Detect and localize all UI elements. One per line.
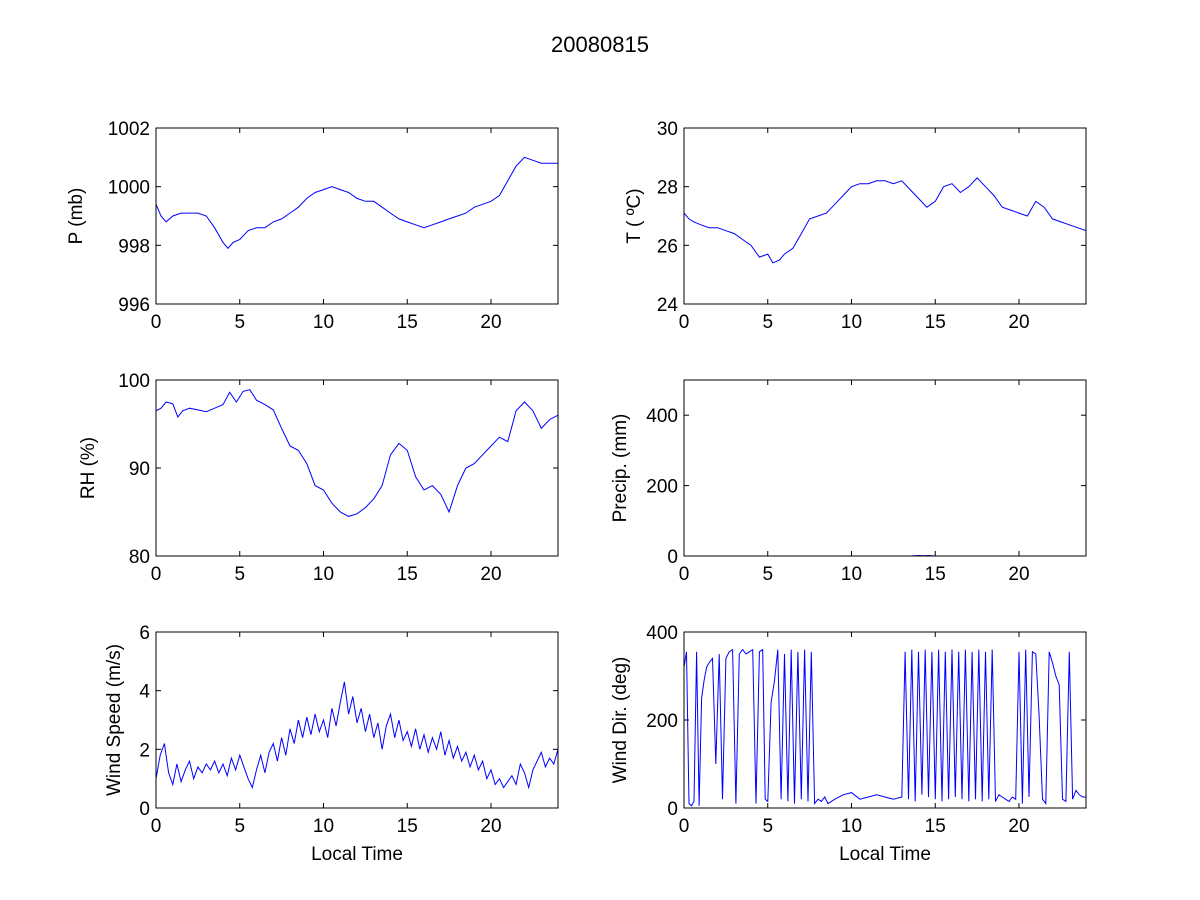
x-tick-label: 0: [151, 564, 162, 585]
x-tick-label: 20: [480, 816, 501, 837]
axes-frame: [155, 631, 559, 809]
y-tick-label: 200: [646, 477, 678, 498]
x-tick-label: 5: [234, 564, 245, 585]
x-tick-label: 5: [762, 816, 773, 837]
axes-frame: [155, 379, 559, 557]
x-tick-label: 10: [313, 816, 334, 837]
x-tick-label: 20: [480, 564, 501, 585]
y-tick-label: 4: [139, 682, 150, 703]
x-tick-label: 5: [762, 312, 773, 333]
axes-frame: [683, 127, 1087, 305]
y-axis-label: Precip. (mm): [610, 414, 631, 523]
axes-frame: [683, 379, 1087, 557]
y-axis-label: Wind Speed (m/s): [104, 644, 125, 796]
y-tick-label: 28: [657, 178, 678, 199]
y-tick-label: 24: [657, 295, 679, 316]
x-tick-label: 15: [397, 564, 418, 585]
x-tick-label: 20: [1008, 564, 1029, 585]
y-tick-label: 996: [118, 295, 150, 316]
x-tick-label: 5: [234, 816, 245, 837]
y-tick-label: 1000: [108, 178, 150, 199]
x-tick-label: 15: [925, 816, 946, 837]
x-tick-label: 0: [151, 816, 162, 837]
y-tick-label: 80: [129, 547, 150, 568]
y-axis-label: P (mb): [66, 188, 87, 245]
x-tick-label: 10: [841, 312, 862, 333]
x-axis-label: Local Time: [839, 844, 931, 865]
x-tick-label: 5: [234, 312, 245, 333]
y-tick-label: 0: [667, 547, 678, 568]
series-line-1: [156, 156, 558, 250]
y-tick-label: 6: [139, 623, 150, 644]
series-line-6: [684, 648, 1086, 807]
y-tick-label: 2: [139, 740, 150, 761]
x-tick-label: 0: [679, 816, 690, 837]
x-tick-label: 10: [841, 564, 862, 585]
subplot-2: 0 5 10 15 20 24 26 28 30 T ( ºC): [624, 119, 1087, 333]
subplot-5: 0 5 10 15 20 0 2 4 6 Wind Speed (m/s) Local Time: [104, 623, 559, 865]
series-line-2: [684, 177, 1086, 264]
y-tick-label: 30: [657, 119, 678, 140]
y-tick-label: 1002: [108, 119, 150, 140]
y-tick-label: 0: [139, 799, 150, 820]
x-tick-label: 10: [841, 816, 862, 837]
y-tick-label: 26: [657, 236, 678, 257]
y-tick-label: 998: [118, 236, 150, 257]
y-tick-label: 0: [667, 799, 678, 820]
y-axis-label: T ( ºC): [624, 188, 645, 243]
y-tick-label: 200: [646, 711, 678, 732]
x-tick-label: 20: [1008, 312, 1029, 333]
y-axis-label: Wind Dir. (deg): [610, 657, 631, 784]
x-tick-label: 10: [313, 564, 334, 585]
subplot-1: 0 5 10 15 20 996 998 1000 1002 P (mb): [66, 119, 559, 333]
x-tick-label: 0: [679, 312, 690, 333]
y-tick-label: 400: [646, 406, 678, 427]
x-tick-label: 15: [925, 564, 946, 585]
series-line-3: [156, 389, 558, 517]
x-axis-label: Local Time: [311, 844, 403, 865]
y-tick-label: 100: [118, 371, 150, 392]
x-tick-label: 20: [480, 312, 501, 333]
series-line-5: [156, 681, 558, 790]
y-tick-label: 400: [646, 623, 678, 644]
x-tick-label: 0: [679, 564, 690, 585]
x-tick-label: 5: [762, 564, 773, 585]
x-tick-label: 15: [397, 312, 418, 333]
figure-title: 20080815: [551, 32, 649, 57]
x-tick-label: 15: [925, 312, 946, 333]
x-tick-label: 20: [1008, 816, 1029, 837]
x-tick-label: 0: [151, 312, 162, 333]
y-tick-label: 90: [129, 459, 150, 480]
y-axis-label: RH (%): [78, 437, 99, 499]
axes-frame: [155, 127, 559, 305]
subplot-3: 0 5 10 15 20 80 90 100 RH (%): [78, 371, 559, 585]
x-tick-label: 15: [397, 816, 418, 837]
x-tick-label: 10: [313, 312, 334, 333]
